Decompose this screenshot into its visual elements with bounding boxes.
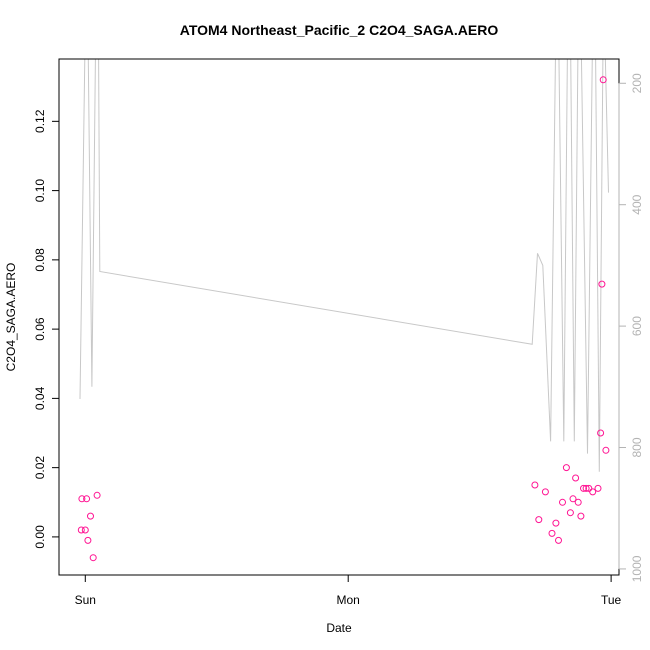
x-axis-label: Date	[326, 621, 352, 635]
data-point	[535, 516, 543, 524]
data-point	[89, 554, 97, 562]
data-point	[78, 495, 86, 503]
data-point	[81, 526, 89, 534]
plot-area: Sun Mon Tue 0.00 0.02 0.04 0.06 0.08 0.10 0.12 200…	[33, 58, 644, 607]
y2-tick-label: 600	[630, 316, 644, 336]
y-tick-label: 0.10	[33, 179, 47, 203]
data-point	[577, 512, 585, 520]
plot-frame	[58, 58, 620, 576]
y2-tick-label: 800	[630, 437, 644, 457]
data-point	[580, 484, 587, 492]
data-point	[77, 526, 85, 534]
chart-title: ATOM4 Northeast_Pacific_2 C2O4_SAGA.AERO	[180, 22, 499, 38]
y2-tick-label: 200	[630, 73, 644, 93]
data-point	[585, 484, 593, 492]
data-point	[531, 481, 539, 489]
y-tick-label: 0.04	[33, 386, 47, 410]
data-point	[602, 446, 610, 454]
data-point	[552, 519, 560, 527]
data-point	[597, 429, 605, 437]
x-tick-label: Mon	[337, 593, 360, 607]
y2-tick-label: 1000	[630, 555, 644, 582]
data-point	[83, 495, 91, 503]
x-tick-label: Sun	[75, 593, 96, 607]
data-point	[541, 488, 549, 496]
y-tick-label: 0.12	[33, 109, 47, 133]
data-point	[84, 536, 92, 544]
y-tick-label: 0.02	[33, 456, 47, 480]
data-point	[594, 484, 602, 492]
data-point	[93, 491, 101, 499]
altitude-line	[79, 59, 609, 472]
data-point	[574, 498, 582, 506]
y2-tick-label: 400	[630, 194, 644, 214]
y-axis-label: C2O4_SAGA.AERO	[4, 263, 18, 372]
y-tick-label: 0.08	[33, 248, 47, 272]
data-point	[589, 488, 597, 496]
y-tick-label: 0.06	[33, 317, 47, 341]
x-tick-label: Tue	[601, 593, 622, 607]
data-point	[559, 498, 566, 506]
data-point	[555, 536, 562, 544]
data-point	[599, 76, 607, 84]
data-point	[87, 512, 94, 520]
data-point	[572, 474, 580, 482]
data-point	[548, 529, 556, 537]
data-point	[569, 495, 577, 503]
data-point	[566, 509, 574, 517]
data-point	[562, 464, 570, 472]
data-point	[598, 280, 606, 288]
data-point	[582, 484, 590, 492]
y-tick-label: 0.00	[33, 525, 47, 549]
